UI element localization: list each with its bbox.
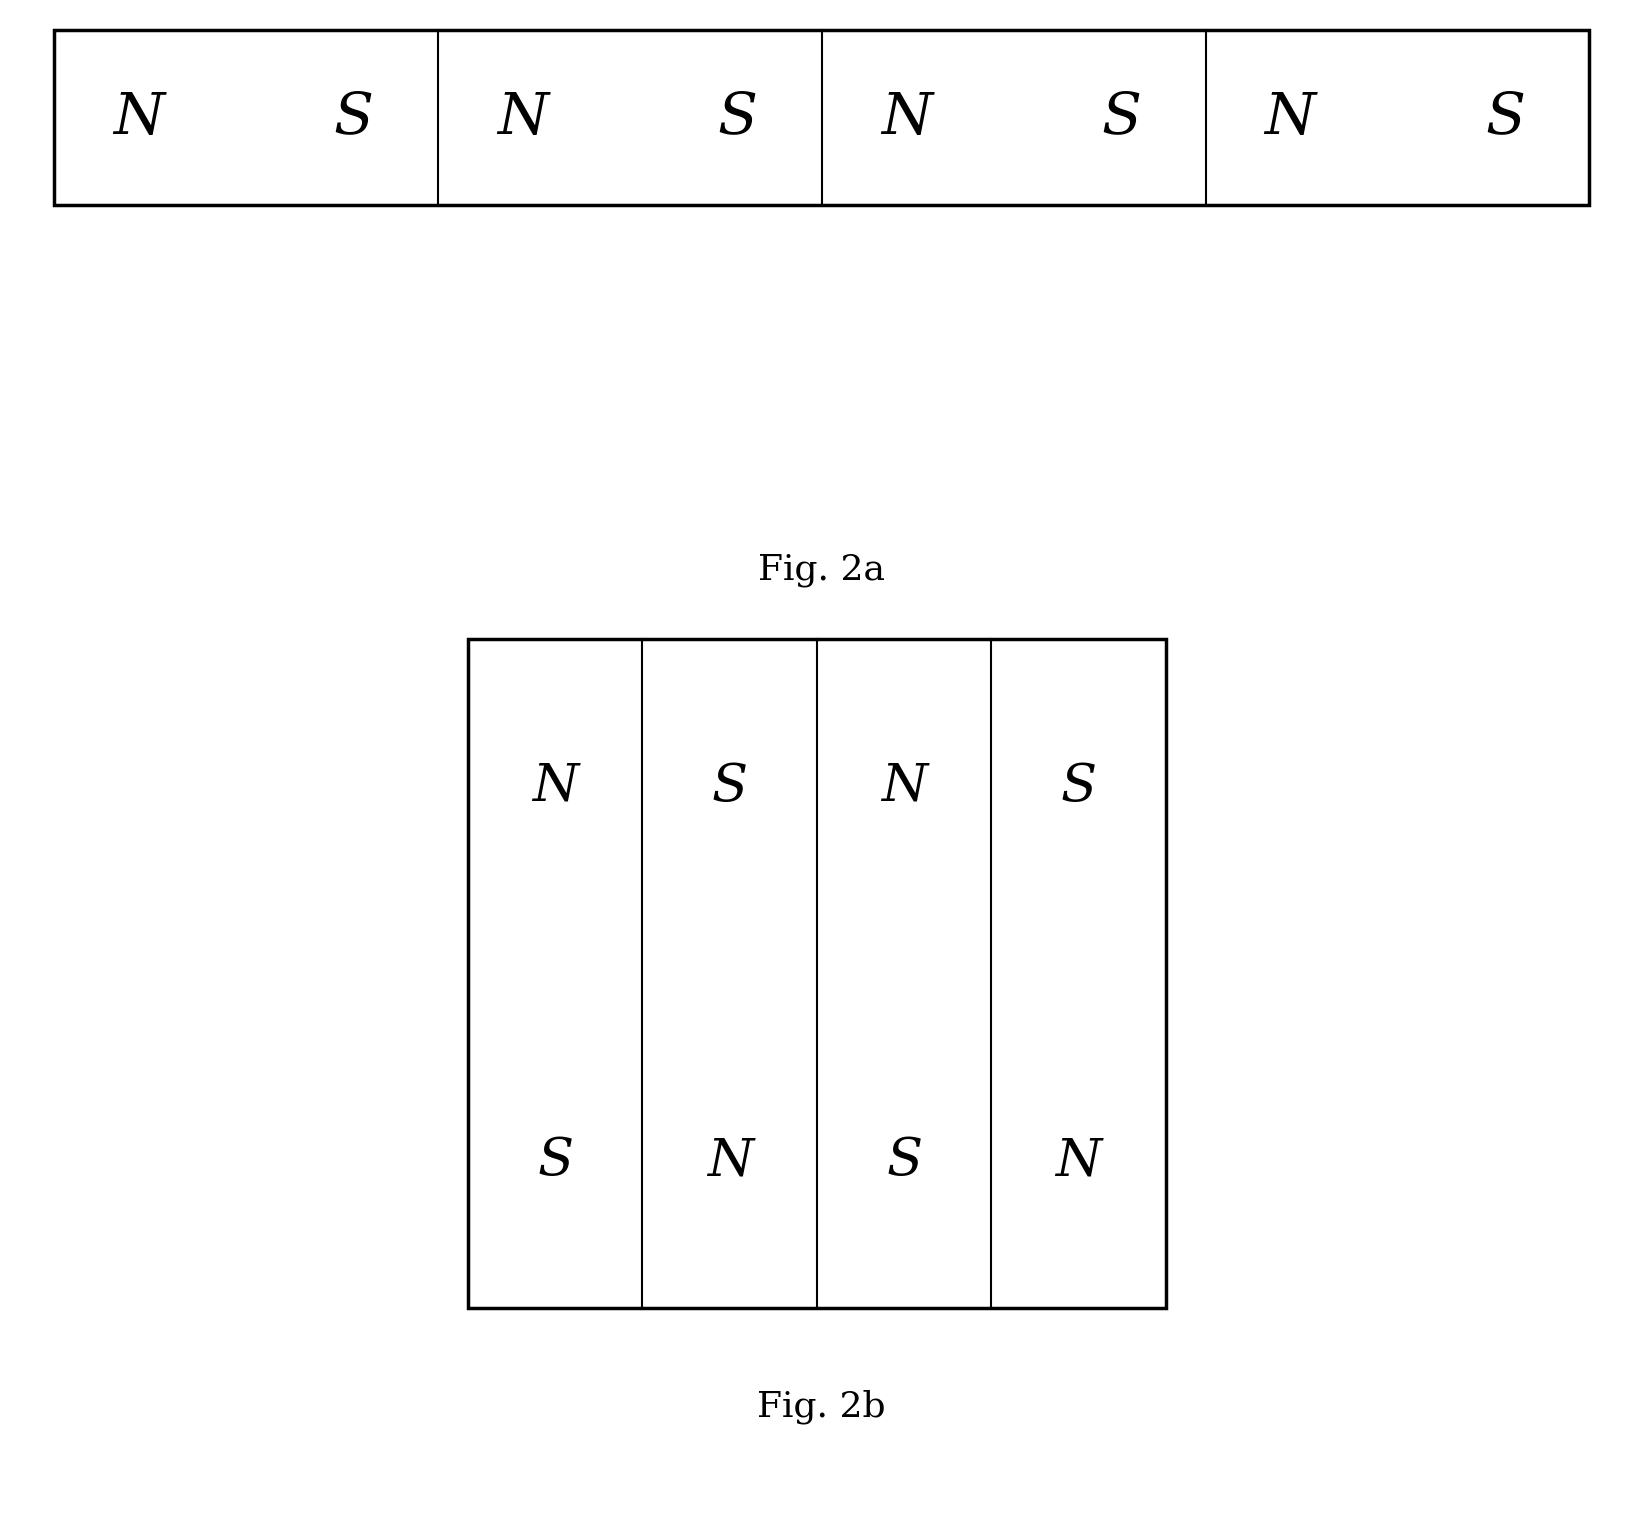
Text: N: N <box>882 760 928 812</box>
Text: N: N <box>706 1135 752 1186</box>
Text: N: N <box>113 90 164 146</box>
Text: S: S <box>1102 90 1141 146</box>
Text: N: N <box>1264 90 1315 146</box>
Bar <box>54 30 1589 205</box>
Text: N: N <box>880 90 931 146</box>
Text: S: S <box>887 1135 923 1186</box>
Text: S: S <box>718 90 757 146</box>
Text: S: S <box>1061 760 1097 812</box>
Text: N: N <box>498 90 548 146</box>
Text: S: S <box>333 90 374 146</box>
Text: S: S <box>537 1135 573 1186</box>
Text: N: N <box>1056 1135 1102 1186</box>
Text: N: N <box>532 760 578 812</box>
Text: Fig. 2a: Fig. 2a <box>757 554 885 587</box>
Text: S: S <box>1484 90 1525 146</box>
Text: S: S <box>711 760 747 812</box>
Text: Fig. 2b: Fig. 2b <box>757 1390 885 1424</box>
Bar <box>468 639 1166 1308</box>
